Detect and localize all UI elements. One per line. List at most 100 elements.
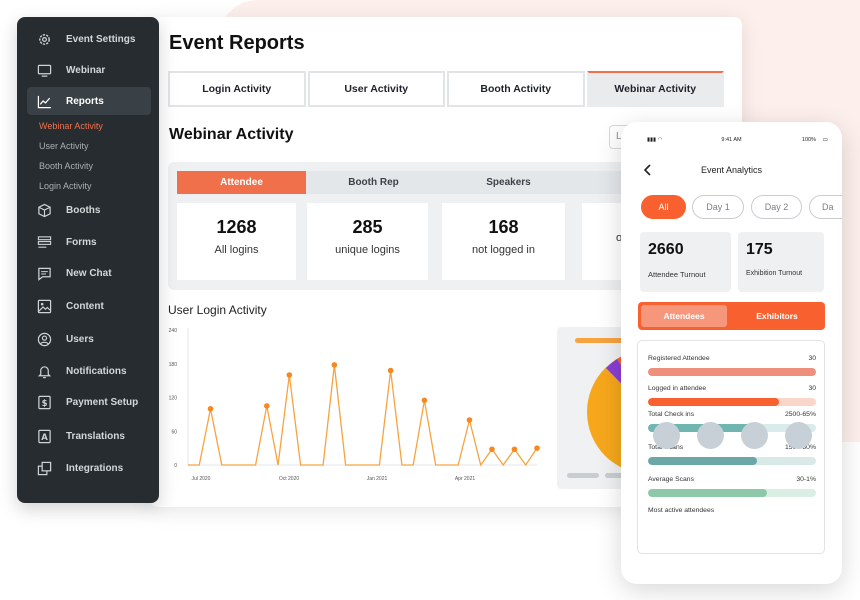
avatar[interactable] bbox=[741, 422, 768, 449]
day-chip-day-2[interactable]: Day 2 bbox=[751, 195, 802, 219]
data-point bbox=[511, 446, 518, 453]
data-point bbox=[534, 445, 540, 451]
y-tick-label: 180 bbox=[169, 362, 178, 368]
sidebar-item-label: Content bbox=[66, 300, 104, 312]
sidebar-item-label: Reports bbox=[66, 95, 104, 107]
sidebar-item-payment-setup[interactable]: $ Payment Setup bbox=[27, 388, 151, 416]
sidebar-item-content[interactable]: Content bbox=[27, 292, 151, 320]
dollar-icon: $ bbox=[38, 395, 51, 409]
avatar[interactable] bbox=[785, 422, 812, 449]
stat-value: 1268 bbox=[216, 217, 257, 237]
sidebar-item-translations[interactable]: A Translations bbox=[27, 422, 151, 450]
phone-header: Event Analytics bbox=[621, 162, 842, 182]
user-login-activity-chart: 0 60 120 180 240 Jul 2020 Oct 2020 Jan 2021 Apr … bbox=[169, 328, 540, 482]
day-chip-day-3[interactable]: Da bbox=[809, 195, 842, 219]
status-battery: 100% bbox=[801, 137, 816, 143]
segment-exhibitors[interactable]: Exhibitors bbox=[756, 311, 798, 321]
sidebar-item-label: Integrations bbox=[66, 462, 124, 474]
gear-icon bbox=[39, 33, 50, 45]
metric-bar-fill bbox=[648, 489, 768, 497]
x-tick-label: Jan 2021 bbox=[367, 476, 388, 482]
metric-total-check-ins: Total Check ins 2500-65% bbox=[648, 411, 816, 418]
x-tick-label: Oct 2020 bbox=[279, 476, 300, 482]
x-tick-label: Jul 2020 bbox=[192, 476, 211, 482]
translate-icon: A bbox=[38, 429, 51, 443]
tab-attendee[interactable]: Attendee bbox=[177, 171, 306, 194]
svg-text:$: $ bbox=[42, 397, 48, 407]
data-point bbox=[489, 446, 495, 453]
attendee-turnout-card: 2660 Attendee Turnout bbox=[640, 232, 731, 292]
day-chip-all[interactable]: All bbox=[641, 195, 686, 219]
sidebar-item-forms[interactable]: Forms bbox=[27, 228, 151, 256]
metric-bar bbox=[648, 398, 816, 406]
data-point bbox=[331, 362, 338, 368]
metric-bar bbox=[648, 457, 816, 465]
role-tabs: Attendee Booth Rep Speakers A bbox=[177, 171, 737, 194]
y-tick-label: 240 bbox=[169, 328, 178, 334]
y-tick-label: 60 bbox=[171, 429, 177, 435]
tab-login-activity[interactable]: Login Activity bbox=[168, 71, 306, 107]
phone-mockup: ▮▮▮ ◠ 9:41 AM ▭ 100% Event Analytics All… bbox=[621, 122, 842, 584]
y-tick-label: 0 bbox=[174, 463, 177, 469]
metric-bar-fill bbox=[648, 398, 780, 406]
sidebar-item-label: New Chat bbox=[66, 267, 112, 279]
data-point bbox=[387, 367, 394, 374]
metric-label: Logged in attendee bbox=[648, 385, 707, 392]
sidebar-item-integrations[interactable]: Integrations bbox=[27, 454, 151, 482]
back-arrow-icon[interactable] bbox=[643, 164, 653, 176]
sidebar-item-reports[interactable]: Reports bbox=[27, 87, 151, 115]
tab-speakers[interactable]: Speakers bbox=[486, 177, 531, 188]
sidebar-item-new-chat[interactable]: New Chat bbox=[27, 259, 151, 287]
sidebar-subitem-booth-activity[interactable]: Booth Activity bbox=[39, 161, 94, 171]
card-value: 2660 bbox=[648, 241, 684, 258]
tab-user-activity[interactable]: User Activity bbox=[307, 71, 445, 107]
sidebar-subitem-webinar-activity[interactable]: Webinar Activity bbox=[39, 121, 103, 131]
page-title: Event Reports bbox=[169, 32, 305, 54]
sidebar-item-booths[interactable]: Booths bbox=[27, 196, 151, 224]
battery-icon: ▭ bbox=[822, 137, 828, 143]
tab-webinar-activity[interactable]: Webinar Activity bbox=[586, 71, 724, 107]
form-icon bbox=[37, 235, 52, 248]
stat-card-all-logins: 1268 All logins bbox=[177, 203, 296, 280]
avatar[interactable] bbox=[697, 422, 724, 449]
series-line bbox=[188, 364, 538, 467]
stat-value: 168 bbox=[488, 217, 519, 237]
metric-bar-fill bbox=[648, 457, 758, 465]
stat-card-not-logged-in: 168 not logged in bbox=[442, 203, 565, 280]
cube-icon bbox=[38, 203, 51, 217]
data-point bbox=[286, 372, 293, 378]
y-tick-label: 120 bbox=[169, 396, 178, 402]
bell-icon bbox=[37, 365, 52, 378]
sidebar-item-notifications[interactable]: Notifications bbox=[27, 357, 151, 385]
sidebar-subitem-user-activity[interactable]: User Activity bbox=[39, 141, 89, 151]
data-point bbox=[421, 397, 428, 404]
data-point bbox=[264, 403, 270, 409]
exhibition-turnout-card: 175 Exhibition Turnout bbox=[738, 232, 824, 292]
metric-registered-attendee: Registered Attendee 30 bbox=[648, 355, 816, 362]
avatar[interactable] bbox=[653, 422, 680, 449]
stat-label: unique logins bbox=[335, 244, 400, 256]
chat-icon bbox=[38, 267, 51, 281]
card-value: 175 bbox=[746, 241, 773, 258]
segment-attendees[interactable]: Attendees bbox=[641, 305, 727, 327]
sidebar-item-label: Webinar bbox=[66, 64, 106, 76]
tab-booth-activity[interactable]: Booth Activity bbox=[447, 71, 585, 107]
sidebar-item-label: Payment Setup bbox=[66, 396, 139, 408]
sidebar-item-event-settings[interactable]: Event Settings bbox=[27, 25, 151, 53]
card-label: Exhibition Turnout bbox=[746, 270, 803, 277]
chart-line-icon bbox=[37, 95, 52, 108]
chart-title: User Login Activity bbox=[168, 303, 267, 317]
report-tabs: Login Activity User Activity Booth Activ… bbox=[168, 71, 724, 107]
attendee-exhibitor-toggle: Attendees Exhibitors bbox=[638, 302, 825, 330]
metric-bar-fill bbox=[648, 368, 816, 376]
data-point bbox=[466, 417, 473, 423]
metric-logged-in-attendee: Logged in attendee 30 bbox=[648, 385, 816, 392]
sidebar-item-users[interactable]: Users bbox=[27, 325, 151, 353]
tab-booth-rep[interactable]: Booth Rep bbox=[348, 177, 399, 188]
svg-text:A: A bbox=[41, 431, 48, 441]
pie-legend-bar bbox=[575, 338, 623, 343]
metric-label: Registered Attendee bbox=[648, 355, 710, 362]
day-chip-day-1[interactable]: Day 1 bbox=[692, 195, 744, 219]
sidebar-subitem-login-activity[interactable]: Login Activity bbox=[39, 181, 92, 191]
sidebar-item-webinar[interactable]: Webinar bbox=[27, 56, 151, 84]
